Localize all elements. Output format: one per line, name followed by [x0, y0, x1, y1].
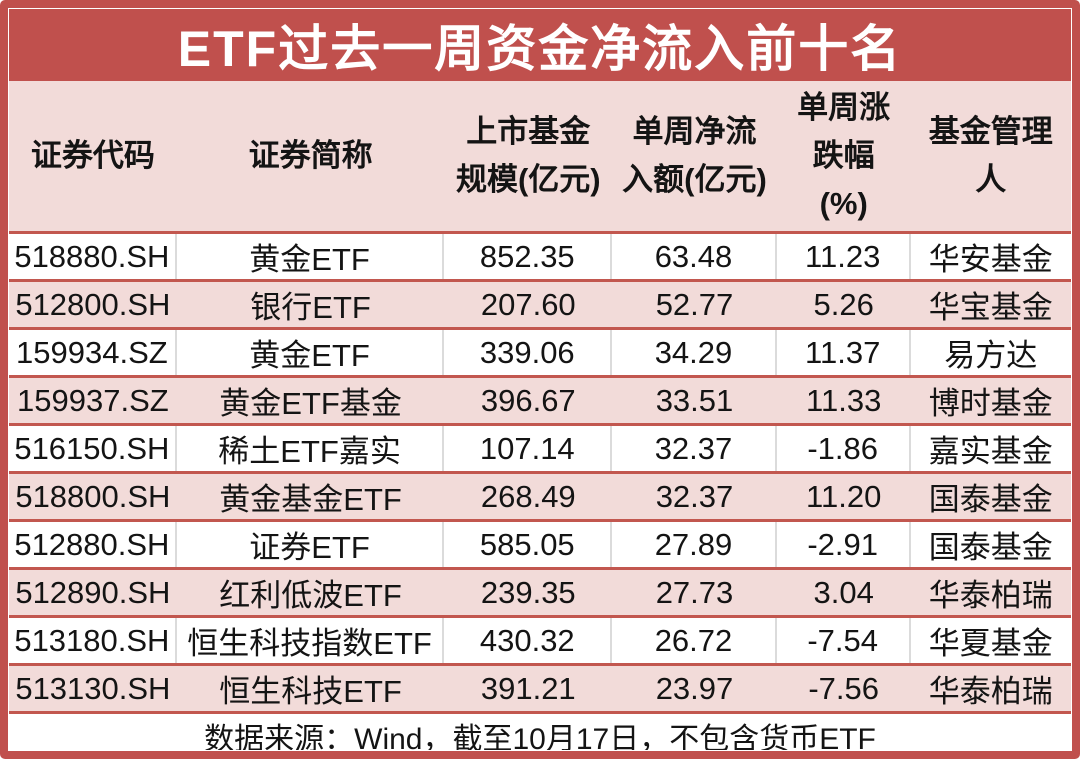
cell-scale: 107.14 — [444, 426, 613, 471]
cell-manager: 国泰基金 — [928, 482, 1053, 517]
data-source-note: 数据来源：Wind，截至10月17日，不包含货币ETF — [9, 711, 1071, 750]
table-row: 518800.SH 黄金基金ETF 268.49 32.37 11.20 国泰基… — [9, 471, 1071, 519]
header-name: 证券简称 — [177, 81, 445, 231]
cell-inflow: 63.48 — [612, 234, 777, 279]
cell-name: 银行ETF — [250, 290, 371, 325]
cell-manager: 华宝基金 — [928, 290, 1053, 325]
cell-inflow: 33.51 — [655, 382, 734, 418]
table-row: 513130.SH 恒生科技ETF 391.21 23.97 -7.56 华泰柏… — [9, 663, 1071, 711]
header-inflow-line2: 入额(亿元) — [622, 162, 767, 197]
header-manager-line1: 基金管理 — [928, 113, 1053, 149]
cell-code: 518880.SH — [9, 234, 177, 279]
cell-manager: 华安基金 — [928, 242, 1053, 277]
cell-name: 稀土ETF嘉实 — [177, 426, 445, 471]
cell-manager: 华夏基金 — [928, 626, 1053, 661]
cell-code: 512800.SH — [15, 286, 171, 322]
cell-scale: 339.06 — [444, 330, 613, 375]
header-inflow-line1: 单周净流 — [632, 113, 757, 149]
cell-code: 159937.SZ — [17, 382, 169, 418]
header-code-line: 证券代码 — [30, 137, 155, 173]
cell-change: -7.56 — [808, 670, 880, 706]
cell-name: 恒生科技ETF — [219, 674, 402, 709]
cell-change: 11.23 — [777, 234, 911, 279]
table-row: 518880.SH 黄金ETF 852.35 63.48 11.23 华安基金 — [9, 231, 1071, 279]
table-inner: ETF过去一周资金净流入前十名 证券代码 证券简称 上市基金 规模(亿元) 单周… — [8, 8, 1072, 751]
cell-code: 512880.SH — [9, 522, 177, 567]
cell-change: -2.91 — [777, 522, 911, 567]
cell-code: 518800.SH — [15, 478, 171, 514]
cell-inflow: 32.37 — [612, 426, 777, 471]
table-title: ETF过去一周资金净流入前十名 — [9, 9, 1071, 81]
cell-code: 513130.SH — [15, 670, 171, 706]
table-row: 159934.SZ 黄金ETF 339.06 34.29 11.37 易方达 — [9, 327, 1071, 375]
cell-scale: 852.35 — [444, 234, 613, 279]
table-row: 513180.SH 恒生科技指数ETF 430.32 26.72 -7.54 华… — [9, 615, 1071, 663]
cell-inflow: 26.72 — [612, 618, 777, 663]
cell-change: -1.86 — [777, 426, 911, 471]
cell-manager: 华泰柏瑞 — [928, 578, 1053, 613]
cell-scale: 239.35 — [480, 574, 576, 610]
cell-name: 恒生科技指数ETF — [177, 618, 445, 663]
cell-manager: 华泰柏瑞 — [928, 674, 1053, 709]
table-row: 516150.SH 稀土ETF嘉实 107.14 32.37 -1.86 嘉实基… — [9, 423, 1071, 471]
cell-scale: 396.67 — [480, 382, 576, 418]
cell-code: 516150.SH — [9, 426, 177, 471]
cell-name: 黄金ETF基金 — [219, 386, 402, 421]
cell-scale: 268.49 — [480, 478, 576, 514]
table-row: 159937.SZ 黄金ETF基金 396.67 33.51 11.33 博时基… — [9, 375, 1071, 423]
cell-change: -7.54 — [777, 618, 911, 663]
cell-inflow: 34.29 — [612, 330, 777, 375]
cell-manager: 易方达 — [944, 338, 1038, 373]
header-manager-line2: 人 — [975, 162, 1007, 197]
cell-change: 11.20 — [806, 478, 882, 514]
cell-scale: 430.32 — [444, 618, 613, 663]
cell-inflow: 27.89 — [612, 522, 777, 567]
cell-name: 证券ETF — [177, 522, 445, 567]
header-name-line: 证券简称 — [248, 137, 373, 173]
header-change: 单周涨 跌幅 (%) — [777, 81, 911, 231]
header-manager: 基金管理 人 — [911, 81, 1071, 231]
cell-name: 黄金基金ETF — [219, 482, 402, 517]
cell-inflow: 52.77 — [655, 286, 734, 322]
cell-name: 红利低波ETF — [219, 578, 402, 613]
table-row: 512880.SH 证券ETF 585.05 27.89 -2.91 国泰基金 — [9, 519, 1071, 567]
cell-scale: 585.05 — [444, 522, 613, 567]
cell-manager: 博时基金 — [928, 386, 1053, 421]
header-change-line3: (%) — [819, 186, 868, 222]
header-inflow: 单周净流 入额(亿元) — [612, 81, 777, 231]
header-change-line1: 单周涨 — [797, 89, 891, 125]
table-row: 512800.SH 银行ETF 207.60 52.77 5.26 华宝基金 — [9, 279, 1071, 327]
cell-code: 512890.SH — [15, 574, 171, 610]
cell-code: 159934.SZ — [9, 330, 177, 375]
cell-inflow: 32.37 — [655, 478, 734, 514]
cell-code: 513180.SH — [9, 618, 177, 663]
header-row: 证券代码 证券简称 上市基金 规模(亿元) 单周净流 入额(亿元) 单周涨 跌幅… — [9, 81, 1071, 231]
cell-manager: 国泰基金 — [928, 530, 1053, 565]
cell-name: 黄金ETF — [177, 330, 445, 375]
cell-change: 3.04 — [813, 574, 874, 610]
cell-change: 11.37 — [777, 330, 911, 375]
cell-change: 11.33 — [806, 382, 882, 418]
cell-manager: 嘉实基金 — [928, 434, 1053, 469]
cell-scale: 207.60 — [480, 286, 576, 322]
header-code: 证券代码 — [9, 81, 177, 231]
header-change-line2: 跌幅 — [812, 137, 875, 173]
cell-name: 黄金ETF — [177, 234, 445, 279]
cell-inflow: 23.97 — [655, 670, 734, 706]
cell-change: 5.26 — [813, 286, 874, 322]
table-row: 512890.SH 红利低波ETF 239.35 27.73 3.04 华泰柏瑞 — [9, 567, 1071, 615]
header-scale-line1: 上市基金 — [466, 113, 591, 149]
header-scale: 上市基金 规模(亿元) — [444, 81, 612, 231]
header-scale-line2: 规模(亿元) — [455, 162, 601, 197]
cell-inflow: 27.73 — [655, 574, 734, 610]
cell-scale: 391.21 — [480, 670, 576, 706]
